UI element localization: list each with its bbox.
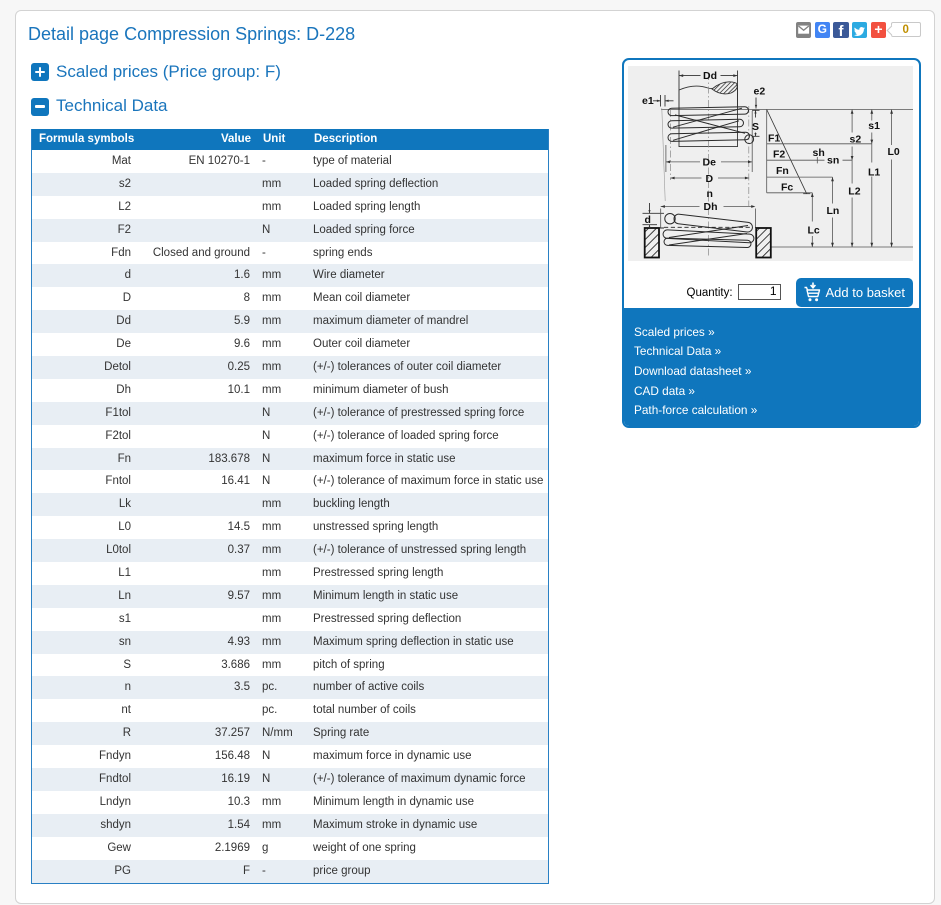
svg-text:sh: sh [813,147,825,159]
svg-text:Lc: Lc [808,225,820,237]
svg-text:Fc: Fc [781,182,793,194]
svg-text:D: D [706,173,714,185]
svg-text:Ln: Ln [827,205,840,217]
svg-text:s2: s2 [850,134,862,146]
svg-text:sn: sn [827,155,839,167]
svg-text:e2: e2 [754,86,766,98]
svg-text:n: n [707,188,713,200]
svg-text:L0: L0 [888,146,900,158]
svg-text:F2: F2 [773,149,785,161]
svg-text:Dh: Dh [704,201,718,213]
svg-text:L2: L2 [848,186,860,198]
svg-text:Fn: Fn [776,165,789,177]
svg-text:S: S [752,121,759,133]
svg-text:s1: s1 [868,120,880,132]
svg-text:F1: F1 [768,133,780,145]
svg-text:Dd: Dd [703,70,717,82]
svg-text:d: d [645,214,651,226]
svg-text:De: De [703,157,717,169]
svg-text:L1: L1 [868,167,880,179]
svg-text:e1: e1 [642,95,654,107]
